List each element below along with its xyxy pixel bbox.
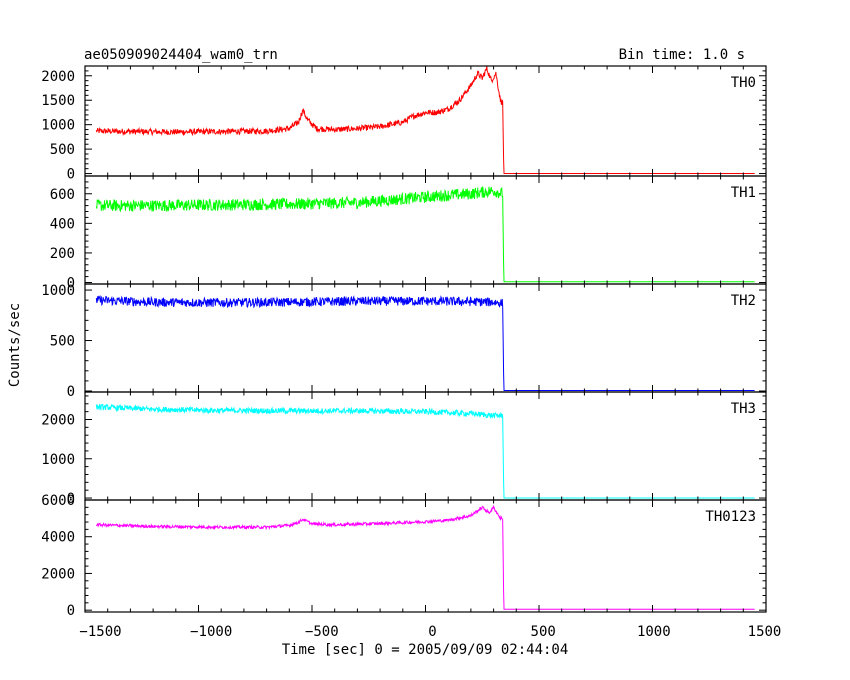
y-tick-label: 2000: [41, 566, 75, 582]
chart-title: ae050909024404_wam0_trn: [84, 47, 278, 63]
y-tick-label: 500: [50, 142, 75, 158]
series-line-th0123: [95, 504, 755, 610]
y-tick-label: 600: [50, 187, 75, 203]
x-tick-label: 1500: [748, 624, 782, 640]
panel-th0: 0 500 1000 1500 2000 TH0: [41, 65, 767, 183]
x-tick-label: −1500: [79, 624, 121, 640]
y-tick-label: 0: [67, 491, 75, 507]
x-axis-label: Time [sec] 0 = 2005/09/09 02:44:04: [282, 642, 569, 658]
y-tick-label: 2000: [41, 413, 75, 429]
x-tick-labels: −1500 −1000 −500 0 500 1000 1500: [79, 624, 781, 640]
y-tick-label: 400: [50, 216, 75, 232]
y-tick-label: 200: [50, 246, 75, 262]
panels-group: 0 500 1000 1500 2000 TH0 0 200 400 600 TH1 0 500 1000…: [41, 65, 767, 619]
panel-frame: [84, 65, 767, 177]
panel-label: TH2: [731, 293, 756, 309]
panel-frame: [84, 499, 767, 613]
y-tick-label: 1000: [41, 283, 75, 299]
x-tick-label: 0: [428, 624, 436, 640]
x-tick-label: −1000: [190, 624, 232, 640]
series-line-th3: [95, 403, 755, 499]
panel-label: TH1: [731, 185, 756, 201]
panel-th0123: 0 2000 4000 6000 TH0123: [41, 493, 767, 619]
y-tick-label: 6000: [41, 493, 75, 509]
panel-th3: 0 1000 2000 TH3: [41, 391, 767, 507]
panel-label: TH0123: [705, 509, 756, 525]
y-tick-label: 0: [67, 603, 75, 619]
y-tick-label: 1000: [41, 452, 75, 468]
y-tick-label: 2000: [41, 69, 75, 85]
series-line-th0: [95, 65, 755, 175]
x-tick-label: −500: [305, 624, 339, 640]
series-line-th1: [95, 186, 755, 283]
series-line-th2: [95, 295, 755, 391]
panel-th2: 0 500 1000 TH2: [41, 283, 767, 400]
panel-label: TH0: [731, 75, 756, 91]
bin-time-label: Bin time: 1.0 s: [619, 47, 745, 63]
x-tick-label: 1000: [637, 624, 671, 640]
y-tick-label: 1000: [41, 118, 75, 134]
panel-th1: 0 200 400 600 TH1: [50, 175, 767, 292]
panel-label: TH3: [731, 401, 756, 417]
y-tick-label: 4000: [41, 530, 75, 546]
y-axis-label: Counts/sec: [7, 303, 23, 387]
x-tick-label: 500: [531, 624, 556, 640]
y-tick-label: 0: [67, 384, 75, 400]
y-tick-label: 0: [67, 167, 75, 183]
y-tick-label: 500: [50, 334, 75, 350]
y-tick-label: 0: [67, 276, 75, 292]
y-tick-label: 1500: [41, 93, 75, 109]
